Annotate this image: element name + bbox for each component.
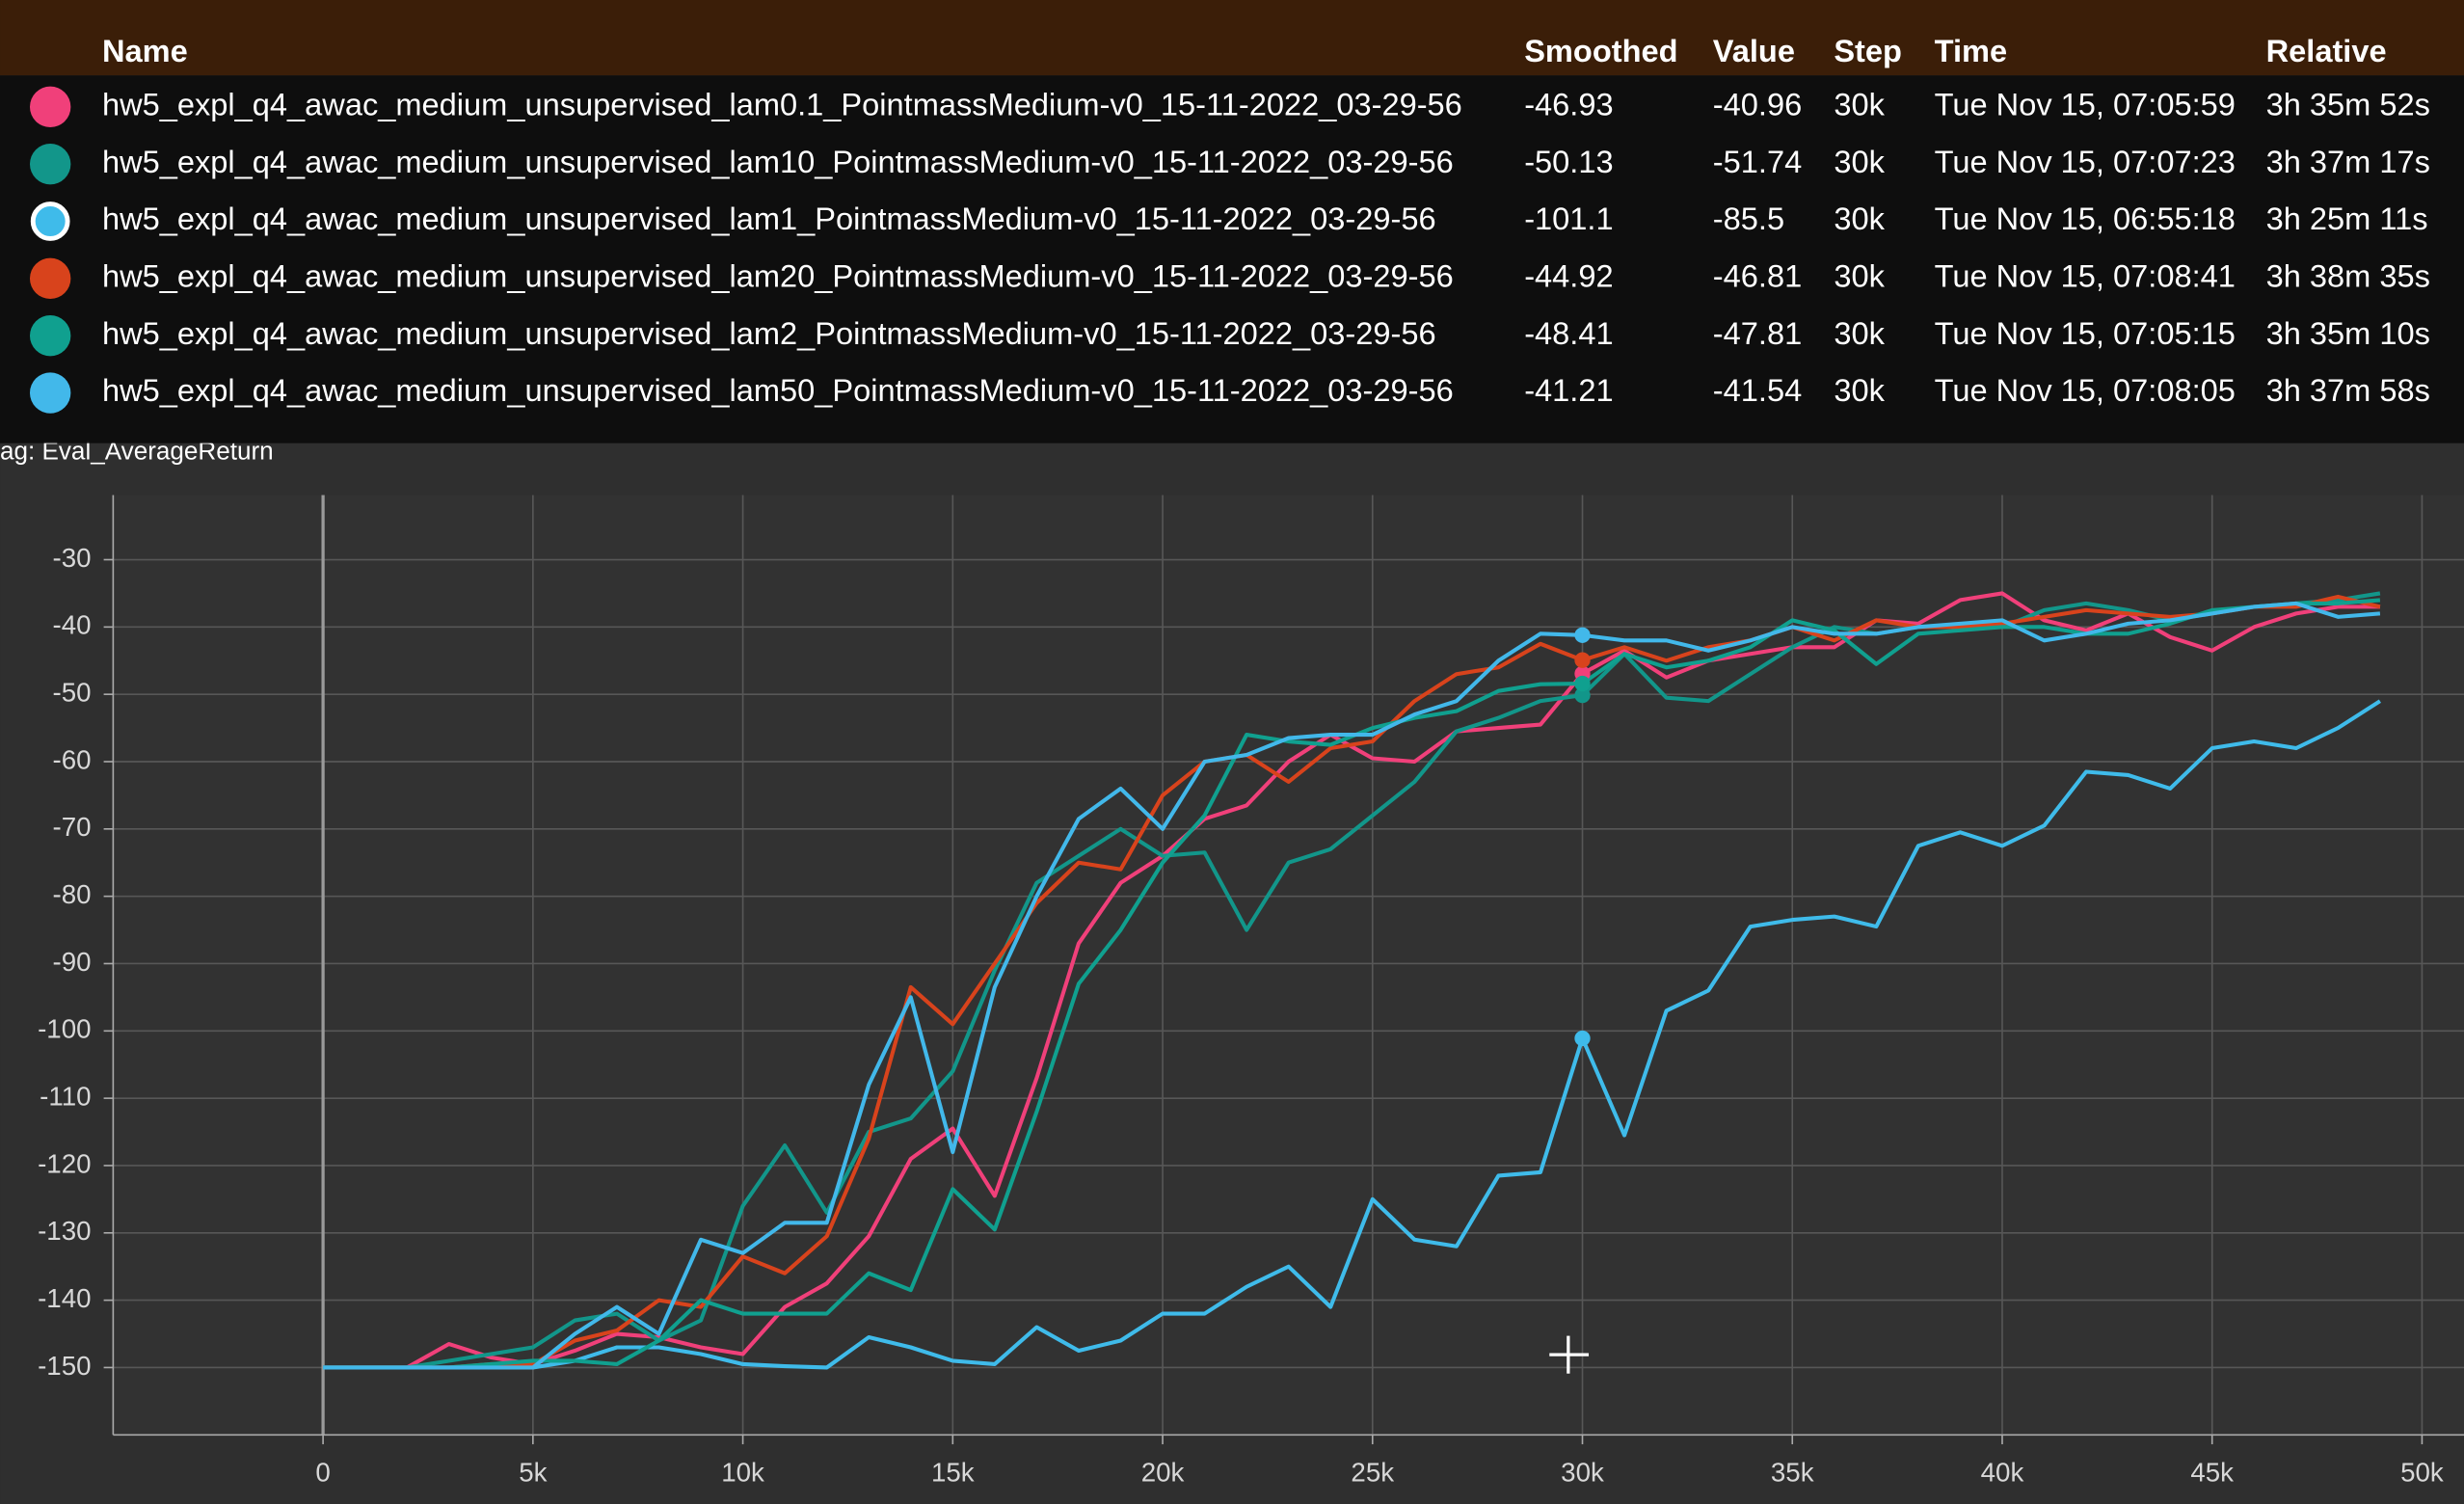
highlight-point <box>1574 1030 1591 1047</box>
column-header: Step <box>1834 33 1902 68</box>
tooltip-panel <box>0 75 2464 443</box>
tooltip-cell: -50.13 <box>1524 144 1613 179</box>
tooltip-cell: -47.81 <box>1713 315 1802 351</box>
run-name: hw5_expl_q4_awac_medium_unsupervised_lam… <box>102 86 1462 121</box>
y-tick-label: -40 <box>53 610 92 640</box>
column-header: Name <box>102 33 188 68</box>
y-tick-label: -90 <box>53 947 92 977</box>
lines <box>323 591 2381 1370</box>
x-tick-label: 20k <box>1141 1457 1185 1487</box>
legend-swatch <box>30 201 70 241</box>
grid: -30 -40 -50 -60 -70 -80 -90 -100 -110 -120 -130 -14… <box>38 495 2464 1487</box>
x-tick-label: 10k <box>721 1457 764 1487</box>
tooltip-cell: 3h 38m 35s <box>2266 257 2430 293</box>
column-header: Value <box>1713 33 1795 68</box>
legend-swatch <box>29 86 71 128</box>
highlight-point <box>1574 652 1591 668</box>
cursor <box>1549 1335 1590 1374</box>
x-tick-label: 45k <box>2190 1457 2234 1487</box>
x-tick-label: 25k <box>1351 1457 1394 1487</box>
y-tick-label: -140 <box>38 1283 91 1313</box>
tooltip-cell: -46.93 <box>1524 86 1613 121</box>
series-line <box>323 601 2381 1370</box>
column-header: Relative <box>2266 33 2387 68</box>
plot-area <box>113 495 2464 1436</box>
run-name: hw5_expl_q4_awac_medium_unsupervised_lam… <box>102 315 1436 351</box>
x-tick-label: 0 <box>315 1457 330 1487</box>
tooltip-cell: 30k <box>1834 86 1885 121</box>
tooltip-cell: -48.41 <box>1524 315 1613 351</box>
x-tick-label: 50k <box>2400 1457 2444 1487</box>
tooltip-cell: Tue Nov 15, 07:08:41 <box>1935 257 2236 293</box>
tooltip-cell: Tue Nov 15, 06:55:18 <box>1935 201 2236 236</box>
tooltip-cell: 30k <box>1834 201 1885 236</box>
tooltip-cell: 30k <box>1834 315 1885 351</box>
tooltip-cell: -41.21 <box>1524 372 1613 408</box>
run-name: hw5_expl_q4_awac_medium_unsupervised_lam… <box>102 372 1454 408</box>
column-header: Time <box>1935 33 2007 68</box>
x-tick-label: 5k <box>519 1457 547 1487</box>
series-line <box>323 591 2381 1370</box>
tooltip-cell: -85.5 <box>1713 201 1784 236</box>
tooltip-cell: -40.96 <box>1713 86 1802 121</box>
tooltip-cell: -41.54 <box>1713 372 1802 408</box>
tooltip-cell: Tue Nov 15, 07:05:15 <box>1935 315 2236 351</box>
tooltip-cell: 3h 35m 10s <box>2266 315 2430 351</box>
run-name: hw5_expl_q4_awac_medium_unsupervised_lam… <box>102 201 1436 236</box>
tooltip-cell: -46.81 <box>1713 257 1802 293</box>
legend-swatch <box>29 257 71 300</box>
y-tick-label: -70 <box>53 812 92 842</box>
tooltip-cell: 3h 25m 11s <box>2266 201 2428 236</box>
tooltip-cell: 30k <box>1834 372 1885 408</box>
y-tick-label: -130 <box>38 1216 91 1246</box>
legend-swatch <box>29 314 71 357</box>
column-header: Smoothed <box>1524 33 1677 68</box>
tooltip-cell: Tue Nov 15, 07:05:59 <box>1935 86 2236 121</box>
y-tick-label: -60 <box>53 744 92 774</box>
legend-swatch <box>29 372 71 414</box>
tooltip-cell: Tue Nov 15, 07:07:23 <box>1935 144 2236 179</box>
tooltip-cell: Tue Nov 15, 07:08:05 <box>1935 372 2236 408</box>
y-tick-label: -80 <box>53 879 92 909</box>
x-tick-label: 40k <box>1981 1457 2024 1487</box>
series-line <box>323 594 2381 1370</box>
highlight-point <box>1574 627 1591 643</box>
legend-swatch <box>29 143 71 185</box>
tooltip-cell: 3h 35m 52s <box>2266 86 2430 121</box>
tooltip-cell: 30k <box>1834 257 1885 293</box>
x-tick-label: 30k <box>1561 1457 1604 1487</box>
y-tick-label: -110 <box>40 1081 91 1111</box>
top-bar <box>0 0 2464 76</box>
tooltip-cell: -44.92 <box>1524 257 1613 293</box>
highlight-point <box>1574 675 1591 692</box>
run-name: hw5_expl_q4_awac_medium_unsupervised_lam… <box>102 257 1454 293</box>
tooltip-cell: -51.74 <box>1713 144 1802 179</box>
y-tick-label: -150 <box>38 1351 91 1381</box>
run-name: hw5_expl_q4_awac_medium_unsupervised_lam… <box>102 144 1454 179</box>
series-line <box>323 699 2381 1370</box>
tooltip: Name Smoothed Value Step Time Relative hw5_exp… <box>29 33 2430 414</box>
x-tick-label: 35k <box>1771 1457 1814 1487</box>
x-tick-label: 15k <box>931 1457 975 1487</box>
highlight-point <box>1574 686 1591 704</box>
y-tick-label: -120 <box>38 1148 91 1178</box>
y-tick-label: -100 <box>38 1014 91 1044</box>
tooltip-cell: -101.1 <box>1524 201 1613 236</box>
y-tick-label: -30 <box>53 543 92 573</box>
tooltip-cell: 3h 37m 17s <box>2266 144 2430 179</box>
tooltip-cell: 3h 37m 58s <box>2266 372 2430 408</box>
y-tick-label: -50 <box>53 677 92 707</box>
tooltip-cell: 30k <box>1834 144 1885 179</box>
